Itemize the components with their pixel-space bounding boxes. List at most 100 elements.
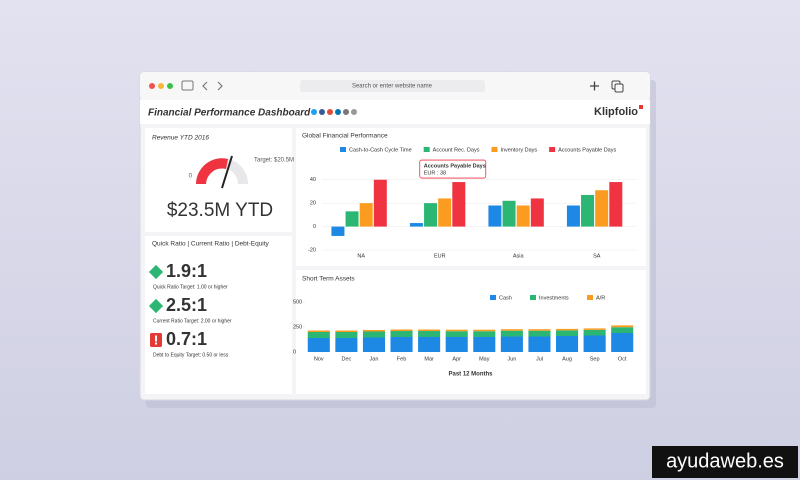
bar[interactable] [345, 211, 359, 227]
bar-segment[interactable] [418, 329, 441, 332]
bar-segment[interactable] [445, 337, 468, 352]
revenue-panel [145, 128, 292, 232]
bar-segment[interactable] [307, 338, 330, 352]
bar[interactable] [359, 203, 373, 227]
bar[interactable] [424, 203, 438, 227]
ratio-list: 1.9:1 Quick Ratio Target: 1.00 or higher 2… [148, 261, 232, 358]
bar-segment[interactable] [473, 331, 496, 337]
bar-segment[interactable] [335, 332, 358, 338]
status-diamond [148, 298, 164, 314]
x-tick-label: Asia [513, 253, 525, 259]
bar-segment[interactable] [500, 329, 523, 331]
social-icons [311, 109, 357, 115]
legend-label: Investments [539, 295, 569, 301]
bar[interactable] [530, 198, 544, 227]
address-bar[interactable] [300, 80, 485, 92]
x-axis-label: Past 12 Months [448, 372, 493, 378]
bar-segment[interactable] [473, 329, 496, 332]
back-button[interactable] [202, 81, 208, 91]
y-tick-label: 0 [293, 349, 296, 355]
bar-segment[interactable] [611, 327, 634, 333]
bar-segment[interactable] [500, 330, 523, 337]
social-icon[interactable] [311, 109, 317, 115]
bar-segment[interactable] [362, 330, 385, 332]
x-tick-label: Mar [424, 356, 434, 362]
bar-segment[interactable] [611, 333, 634, 352]
bar[interactable] [566, 205, 580, 227]
bar[interactable] [409, 223, 423, 227]
bar-segment[interactable] [556, 336, 579, 352]
forward-button[interactable] [217, 81, 223, 91]
bar[interactable] [331, 226, 345, 236]
bar-segment[interactable] [556, 328, 579, 331]
bar-segment[interactable] [390, 331, 413, 337]
sidebar-button[interactable] [181, 80, 194, 91]
legend-label: A/R [596, 295, 605, 301]
social-icon[interactable] [319, 109, 325, 115]
bar[interactable] [438, 198, 452, 227]
bar-segment[interactable] [362, 331, 385, 338]
x-tick-label: Jul [536, 356, 543, 362]
bar-segment[interactable] [418, 337, 441, 352]
legend-label: Account Rec. Days [433, 147, 480, 153]
bar-segment[interactable] [528, 329, 551, 331]
bar[interactable] [595, 190, 609, 227]
social-icon[interactable] [343, 109, 349, 115]
bar-segment[interactable] [500, 336, 523, 353]
legend-label: Inventory Days [500, 147, 537, 153]
bar[interactable] [516, 205, 530, 227]
watermark: ayudaweb.es [666, 450, 784, 472]
bar-segment[interactable] [556, 330, 579, 336]
bar[interactable] [609, 182, 623, 227]
y-tick-label: 0 [313, 224, 316, 230]
alert-bar [155, 335, 157, 342]
bar[interactable] [502, 200, 516, 227]
gauge-needle [221, 155, 233, 189]
bar-segment[interactable] [473, 337, 496, 352]
social-icon[interactable] [327, 109, 333, 115]
x-tick-label: Apr [452, 356, 461, 362]
maximize-button[interactable] [167, 83, 173, 89]
bar[interactable] [488, 205, 502, 227]
bar-segment[interactable] [445, 329, 468, 332]
tooltip [419, 159, 487, 179]
x-tick-label: Jan [370, 356, 379, 362]
close-button[interactable] [149, 83, 155, 89]
tooltip-title: Accounts Payable Days [424, 164, 486, 170]
social-icon[interactable] [335, 109, 341, 115]
bar-segment[interactable] [583, 328, 606, 330]
bar-segment[interactable] [335, 338, 358, 352]
minimize-button[interactable] [158, 83, 164, 89]
bar-segment[interactable] [418, 331, 441, 337]
bar-segment[interactable] [445, 331, 468, 337]
bar-segment[interactable] [528, 336, 551, 353]
watermark-box [652, 446, 798, 478]
y-tick-label: 20 [310, 201, 316, 207]
bar-segment[interactable] [307, 332, 330, 338]
social-icon[interactable] [351, 109, 357, 115]
bar-segment[interactable] [583, 329, 606, 336]
alert-dot [155, 342, 157, 345]
bar-segment[interactable] [583, 335, 606, 353]
legend-swatch [340, 147, 346, 152]
bar-segment[interactable] [335, 330, 358, 333]
ratio-value: 0.7:1 [166, 329, 207, 349]
legend-swatch [549, 147, 556, 152]
bar-segment[interactable] [390, 329, 413, 332]
new-tab-button[interactable] [590, 81, 599, 91]
bar-segment[interactable] [362, 337, 385, 353]
bar-segment[interactable] [307, 330, 330, 333]
bar[interactable] [373, 179, 387, 227]
chart-title: Global Financial Performance [302, 133, 388, 140]
bar[interactable] [581, 194, 595, 227]
x-tick-label: Sep [590, 356, 600, 362]
bar-segment[interactable] [611, 325, 634, 328]
bar[interactable] [452, 182, 466, 227]
revenue-value: $23.5M YTD [167, 200, 273, 221]
charts: Global Financial Performance Cash-to-Cash… [293, 133, 636, 378]
bar-segment[interactable] [528, 330, 551, 337]
bar-segment[interactable] [390, 337, 413, 352]
x-tick-label: Aug [562, 356, 572, 362]
